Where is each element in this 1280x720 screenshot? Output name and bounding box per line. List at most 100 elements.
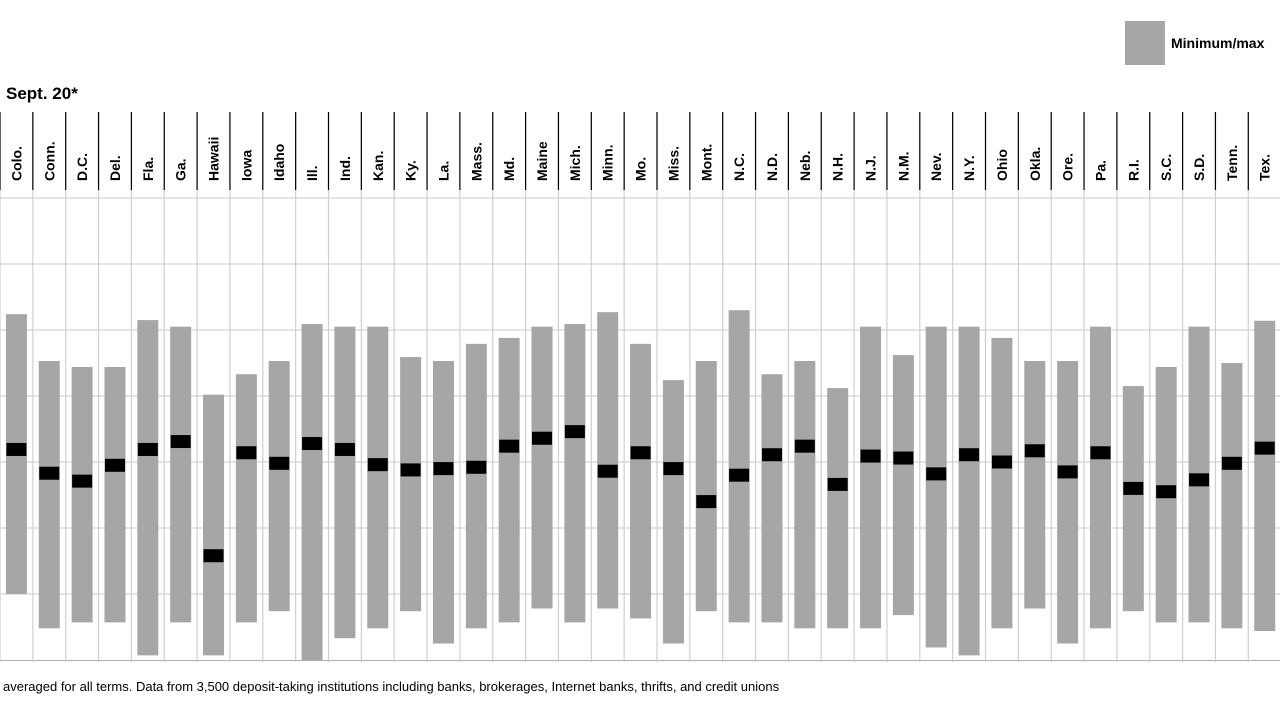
range-bar — [597, 312, 619, 609]
range-bars — [5, 310, 1276, 660]
category-label: N.D. — [764, 153, 780, 181]
average-mark — [1189, 473, 1210, 487]
category-label: S.C. — [1158, 154, 1174, 181]
average-mark — [269, 456, 290, 470]
average-mark — [532, 431, 553, 445]
category-label: Kan. — [370, 151, 386, 181]
category-label: N.Y. — [961, 155, 977, 181]
average-mark — [729, 468, 750, 482]
average-mark — [597, 464, 618, 478]
range-bar — [1089, 326, 1111, 629]
range-bar — [1221, 363, 1243, 629]
average-mark — [203, 549, 224, 563]
legend: Minimum/max — [1125, 21, 1265, 65]
range-bar — [104, 366, 126, 623]
range-bar — [860, 326, 882, 629]
category-label: Maine — [534, 141, 550, 181]
chart-header: Sept. 20* — [6, 84, 78, 103]
average-mark — [499, 439, 520, 453]
category-label: Okla. — [1027, 147, 1043, 181]
range-bar — [827, 388, 849, 629]
category-label: Idaho — [271, 144, 287, 181]
range-bar — [958, 326, 980, 656]
category-label: Conn. — [41, 141, 57, 181]
range-bar — [235, 374, 257, 623]
range-bar — [728, 310, 750, 623]
average-mark — [104, 458, 125, 472]
category-label: Miss. — [665, 146, 681, 181]
average-mark — [959, 448, 980, 462]
category-label: Tenn. — [1224, 145, 1240, 181]
range-bar — [695, 361, 717, 612]
average-mark — [466, 460, 487, 474]
category-label: Hawaii — [206, 137, 222, 181]
average-mark — [137, 442, 158, 456]
category-label: Tex. — [1257, 154, 1273, 181]
category-label: R.I. — [1125, 159, 1141, 181]
category-label: Ill. — [304, 165, 320, 181]
range-bar — [465, 343, 487, 629]
category-label: Nev. — [928, 152, 944, 181]
average-mark — [400, 463, 421, 477]
average-mark — [827, 477, 848, 491]
category-label: Pa. — [1092, 160, 1108, 181]
range-bar — [400, 357, 422, 612]
legend-swatch-range — [1125, 21, 1165, 65]
range-bar — [662, 380, 684, 644]
range-bar — [1122, 386, 1144, 612]
average-mark — [433, 462, 454, 476]
category-label: Colo. — [8, 146, 24, 181]
state-columns — [0, 112, 1249, 662]
average-mark — [1057, 465, 1078, 479]
range-bar — [892, 355, 914, 616]
range-bar — [38, 361, 60, 629]
average-mark — [1221, 456, 1242, 470]
category-label: N.J. — [863, 155, 879, 181]
category-label: Mich. — [567, 145, 583, 181]
range-bar — [564, 324, 586, 623]
category-label: La. — [435, 161, 451, 181]
range-bar — [761, 374, 783, 623]
average-mark — [39, 466, 60, 480]
average-marks — [6, 425, 1275, 563]
average-mark — [794, 439, 815, 453]
range-bar — [925, 326, 947, 648]
average-mark — [334, 442, 355, 456]
average-mark — [663, 462, 684, 476]
category-label: Iowa — [238, 150, 254, 181]
average-mark — [367, 458, 388, 472]
range-bar — [498, 337, 520, 623]
range-bar — [71, 366, 93, 623]
range-bar — [170, 326, 192, 623]
range-bar — [334, 326, 356, 639]
average-mark — [6, 442, 27, 456]
category-label: N.C. — [731, 153, 747, 181]
average-mark — [564, 425, 585, 439]
average-mark — [761, 448, 782, 462]
range-bar — [1254, 320, 1276, 631]
category-label: Mass. — [468, 142, 484, 181]
category-label: S.D. — [1191, 154, 1207, 181]
category-label: Del. — [107, 155, 123, 181]
category-label: Neb. — [797, 151, 813, 181]
category-label: Fla. — [140, 157, 156, 181]
range-bar — [203, 394, 225, 656]
average-mark — [696, 495, 717, 509]
range-bar — [531, 326, 553, 609]
legend-label-range: Minimum/max — [1171, 35, 1265, 51]
category-label: Md. — [501, 157, 517, 181]
category-label: N.M. — [895, 151, 911, 181]
category-label: Mont. — [698, 144, 714, 181]
average-mark — [893, 451, 914, 465]
category-labels: Colo. Conn. D.C. Del. Fla. Ga. Hawaii Iowa Idaho… — [8, 137, 1272, 181]
footnote: averaged for all terms. Data from 3,500 … — [3, 679, 780, 694]
average-mark — [302, 437, 323, 451]
average-mark — [1254, 441, 1275, 455]
category-label: Ga. — [173, 158, 189, 181]
category-label: N.H. — [830, 153, 846, 181]
range-bar — [367, 326, 389, 629]
range-bar — [1057, 361, 1079, 644]
category-label: Minn. — [600, 144, 616, 181]
range-bar — [432, 361, 454, 644]
average-mark — [1156, 485, 1177, 499]
